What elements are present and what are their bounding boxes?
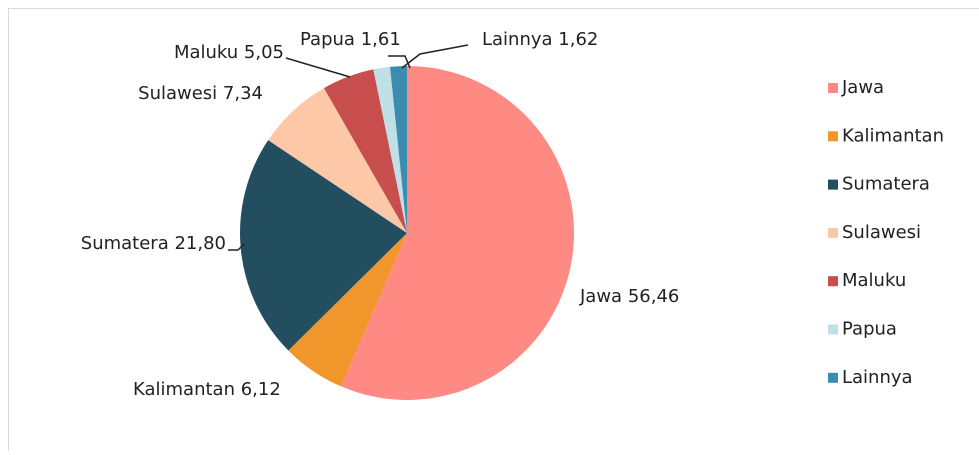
legend-swatch [828,131,838,141]
data-label: Lainnya 1,62 [482,29,598,50]
data-label-category: Papua [300,29,355,50]
leader-line [402,45,468,68]
data-label-category: Jawa [579,286,622,307]
data-label-category: Maluku [174,42,238,63]
legend-label: Sumatera [842,174,930,195]
data-label-value: 21,80 [174,233,226,254]
legend-swatch [828,325,838,335]
data-label-category: Lainnya [482,29,553,50]
data-label-category: Sulawesi [138,83,217,104]
data-label-value: 1,61 [361,29,401,50]
data-label-value: 7,34 [223,83,263,104]
data-label-value: 1,62 [558,29,598,50]
data-label: Sulawesi 7,34 [138,83,263,104]
data-label: Kalimantan 6,12 [133,379,281,400]
legend-label: Kalimantan [842,125,944,146]
data-label-category: Sumatera [81,233,169,254]
legend-label: Papua [842,319,897,340]
legend-swatch [828,228,838,238]
legend-label: Sulawesi [842,222,921,243]
legend-label: Jawa [841,77,884,98]
data-label-value: 5,05 [244,42,284,63]
legend-swatch [828,276,838,286]
data-label-value: 56,46 [628,286,680,307]
legend-swatch [828,83,838,93]
leader-line [286,58,350,77]
data-label: Papua 1,61 [300,29,401,50]
data-label: Sumatera 21,80 [81,233,226,254]
legend-label: Lainnya [842,367,913,388]
data-label: Jawa 56,46 [579,286,679,307]
legend-swatch [828,373,838,383]
data-label-value: 6,12 [241,379,281,400]
data-label: Maluku 5,05 [174,42,284,63]
data-label-category: Kalimantan [133,379,235,400]
legend-swatch [828,180,838,190]
legend-label: Maluku [842,270,906,291]
